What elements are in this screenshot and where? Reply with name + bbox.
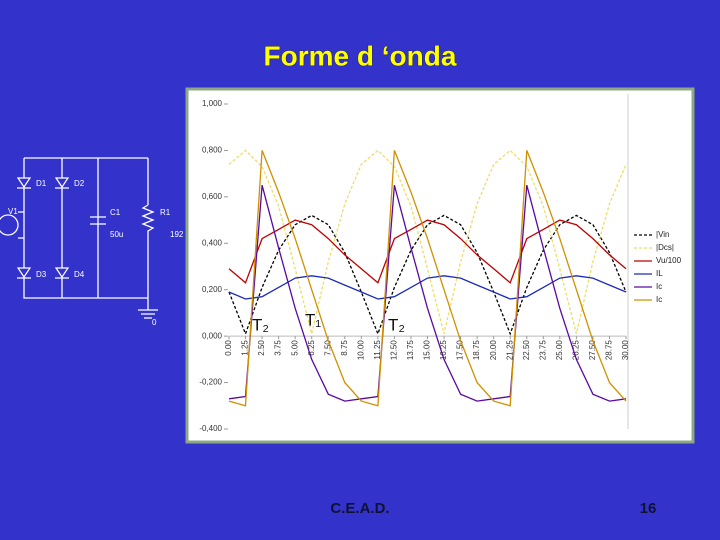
x-tick-label: 3.75 — [274, 340, 283, 356]
circuit: D1 D2 D3 D4 V1 C1 50u R1 192 0 — [0, 157, 184, 327]
x-tick-label: 25.00 — [555, 340, 564, 361]
circuit-label: V1 — [8, 207, 18, 216]
series-line — [228, 275, 627, 300]
x-tick-label: 8.75 — [340, 340, 349, 356]
series-line — [228, 185, 627, 402]
slide-title: Forme d ‘onda — [264, 40, 457, 71]
x-tick-label: 28.75 — [605, 340, 614, 361]
circuit-label: D2 — [74, 179, 85, 188]
series-line — [228, 150, 627, 407]
circuit-label: 50u — [110, 230, 123, 239]
legend-label: Ic — [656, 295, 662, 304]
y-tick-label: 0,400 — [202, 238, 223, 247]
x-tick-label: 18.75 — [472, 340, 481, 361]
x-tick-label: 21.25 — [505, 340, 514, 361]
x-tick-label: 26.25 — [571, 340, 580, 361]
x-tick-label: 27.50 — [588, 340, 597, 361]
x-tick-label: 13.75 — [406, 340, 415, 361]
series-line — [228, 149, 627, 334]
ground — [138, 309, 158, 319]
x-tick-label: 2.50 — [257, 340, 266, 356]
footer: C.E.A.D. — [330, 500, 389, 517]
annotation: T₂ — [388, 315, 405, 334]
capacitor — [90, 216, 106, 225]
x-tick-label: 20.00 — [489, 340, 498, 361]
x-tick-label: 7.50 — [323, 340, 332, 356]
circuit-label: D3 — [36, 270, 47, 279]
x-tick-label: 15.00 — [423, 340, 432, 361]
diode-bars — [17, 187, 69, 279]
series-line — [228, 214, 627, 336]
circuit-label: C1 — [110, 208, 121, 217]
y-tick-label: 0,800 — [202, 146, 223, 155]
x-tick-label: 10.00 — [356, 340, 365, 361]
source-wires — [18, 211, 24, 239]
legend-label: |Vin — [656, 230, 670, 239]
resistor — [141, 204, 155, 235]
x-tick-label: 22.50 — [522, 340, 531, 361]
annotation: T₁ — [305, 310, 321, 329]
annotation: T₂ — [252, 315, 269, 334]
legend-label: Ic — [656, 282, 662, 291]
x-tick-label: 11.25 — [373, 340, 382, 360]
legend-label: Vu/100 — [656, 256, 682, 265]
x-tick-label: 6.25 — [307, 340, 316, 356]
legend-label: |Dcs| — [656, 243, 674, 252]
x-tick-label: 17.50 — [456, 340, 465, 361]
legend-label: IL — [656, 269, 663, 278]
circuit-label: 0 — [152, 318, 157, 327]
page-number: 16 — [640, 500, 657, 517]
circuit-label: R1 — [160, 208, 171, 217]
diodes — [16, 177, 70, 279]
circuit-label: 192 — [170, 230, 184, 239]
x-tick-label: 16.25 — [439, 340, 448, 361]
y-tick-label: -0,200 — [199, 378, 222, 387]
x-tick-label: 5.00 — [290, 340, 299, 356]
circuit-label: D4 — [74, 270, 85, 279]
chart: 1,000 0,800 0,600 0,400 0,200 0,000 -0,200 -0,4… — [199, 94, 682, 433]
chart-panel — [185, 87, 695, 444]
y-tick-label: -0,400 — [199, 424, 222, 433]
x-tick-label: 12.50 — [390, 340, 399, 361]
x-tick-label: 23.75 — [538, 340, 547, 361]
x-tick-label: 30.00 — [621, 340, 630, 361]
series-line — [228, 219, 627, 284]
y-tick-label: 0,200 — [202, 285, 223, 294]
x-tick-label: 0.00 — [224, 340, 233, 356]
circuit-label: D1 — [36, 179, 47, 188]
y-tick-label: 0,600 — [202, 192, 223, 201]
y-tick-label: 1,000 — [202, 99, 223, 108]
x-tick-label: 1.25 — [241, 340, 250, 356]
y-tick-label: 0,000 — [202, 331, 223, 340]
source — [0, 214, 19, 236]
